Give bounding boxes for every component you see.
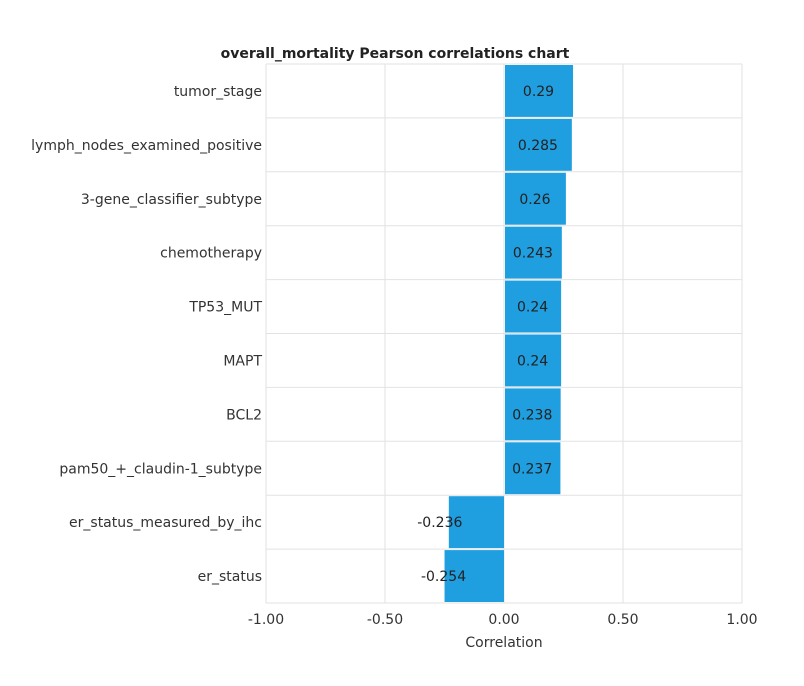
category-label: tumor_stage bbox=[174, 84, 262, 100]
value-label: 0.29 bbox=[523, 84, 554, 100]
bar bbox=[505, 442, 561, 495]
x-tick-label: 1.00 bbox=[726, 612, 757, 628]
value-label: 0.243 bbox=[513, 246, 553, 262]
x-tick-label: -1.00 bbox=[248, 612, 284, 628]
bar bbox=[505, 65, 574, 117]
bar bbox=[444, 550, 504, 602]
x-tick-label: 0.50 bbox=[607, 612, 638, 628]
value-label: 0.24 bbox=[517, 353, 548, 369]
bar bbox=[505, 172, 566, 225]
grid-layer bbox=[265, 63, 743, 604]
value-label: 0.237 bbox=[512, 461, 552, 477]
bar bbox=[505, 280, 562, 333]
bar bbox=[505, 334, 562, 387]
category-label: lymph_nodes_examined_positive bbox=[31, 138, 262, 154]
bar bbox=[505, 226, 562, 279]
value-label: 0.285 bbox=[518, 138, 558, 154]
category-label: MAPT bbox=[223, 353, 262, 369]
category-label: 3-gene_classifier_subtype bbox=[81, 192, 262, 208]
category-label: chemotherapy bbox=[160, 246, 262, 262]
category-label: BCL2 bbox=[226, 407, 262, 423]
x-axis-ticks: -1.00 -0.50 0.00 0.50 1.00 bbox=[248, 612, 758, 628]
category-label: er_status bbox=[198, 569, 262, 585]
value-label: 0.24 bbox=[517, 300, 548, 316]
category-label: TP53_MUT bbox=[188, 300, 262, 316]
value-label: 0.238 bbox=[512, 407, 552, 423]
x-tick-label: -0.50 bbox=[367, 612, 403, 628]
category-label: pam50_+_claudin-1_subtype bbox=[59, 461, 262, 477]
label-layer: tumor_stage 0.29 lymph_nodes_examined_posi… bbox=[31, 84, 558, 585]
bar-layer bbox=[444, 65, 574, 602]
bar bbox=[505, 388, 561, 441]
bar bbox=[448, 496, 504, 549]
category-label: er_status_measured_by_ihc bbox=[69, 515, 262, 531]
chart-title: overall_mortality Pearson correlations c… bbox=[221, 46, 570, 62]
value-label: -0.254 bbox=[421, 569, 466, 585]
value-label: 0.26 bbox=[519, 192, 550, 208]
bar bbox=[505, 118, 572, 171]
x-axis-title: Correlation bbox=[465, 635, 542, 651]
value-label: -0.236 bbox=[417, 515, 462, 531]
x-tick-label: 0.00 bbox=[488, 612, 519, 628]
